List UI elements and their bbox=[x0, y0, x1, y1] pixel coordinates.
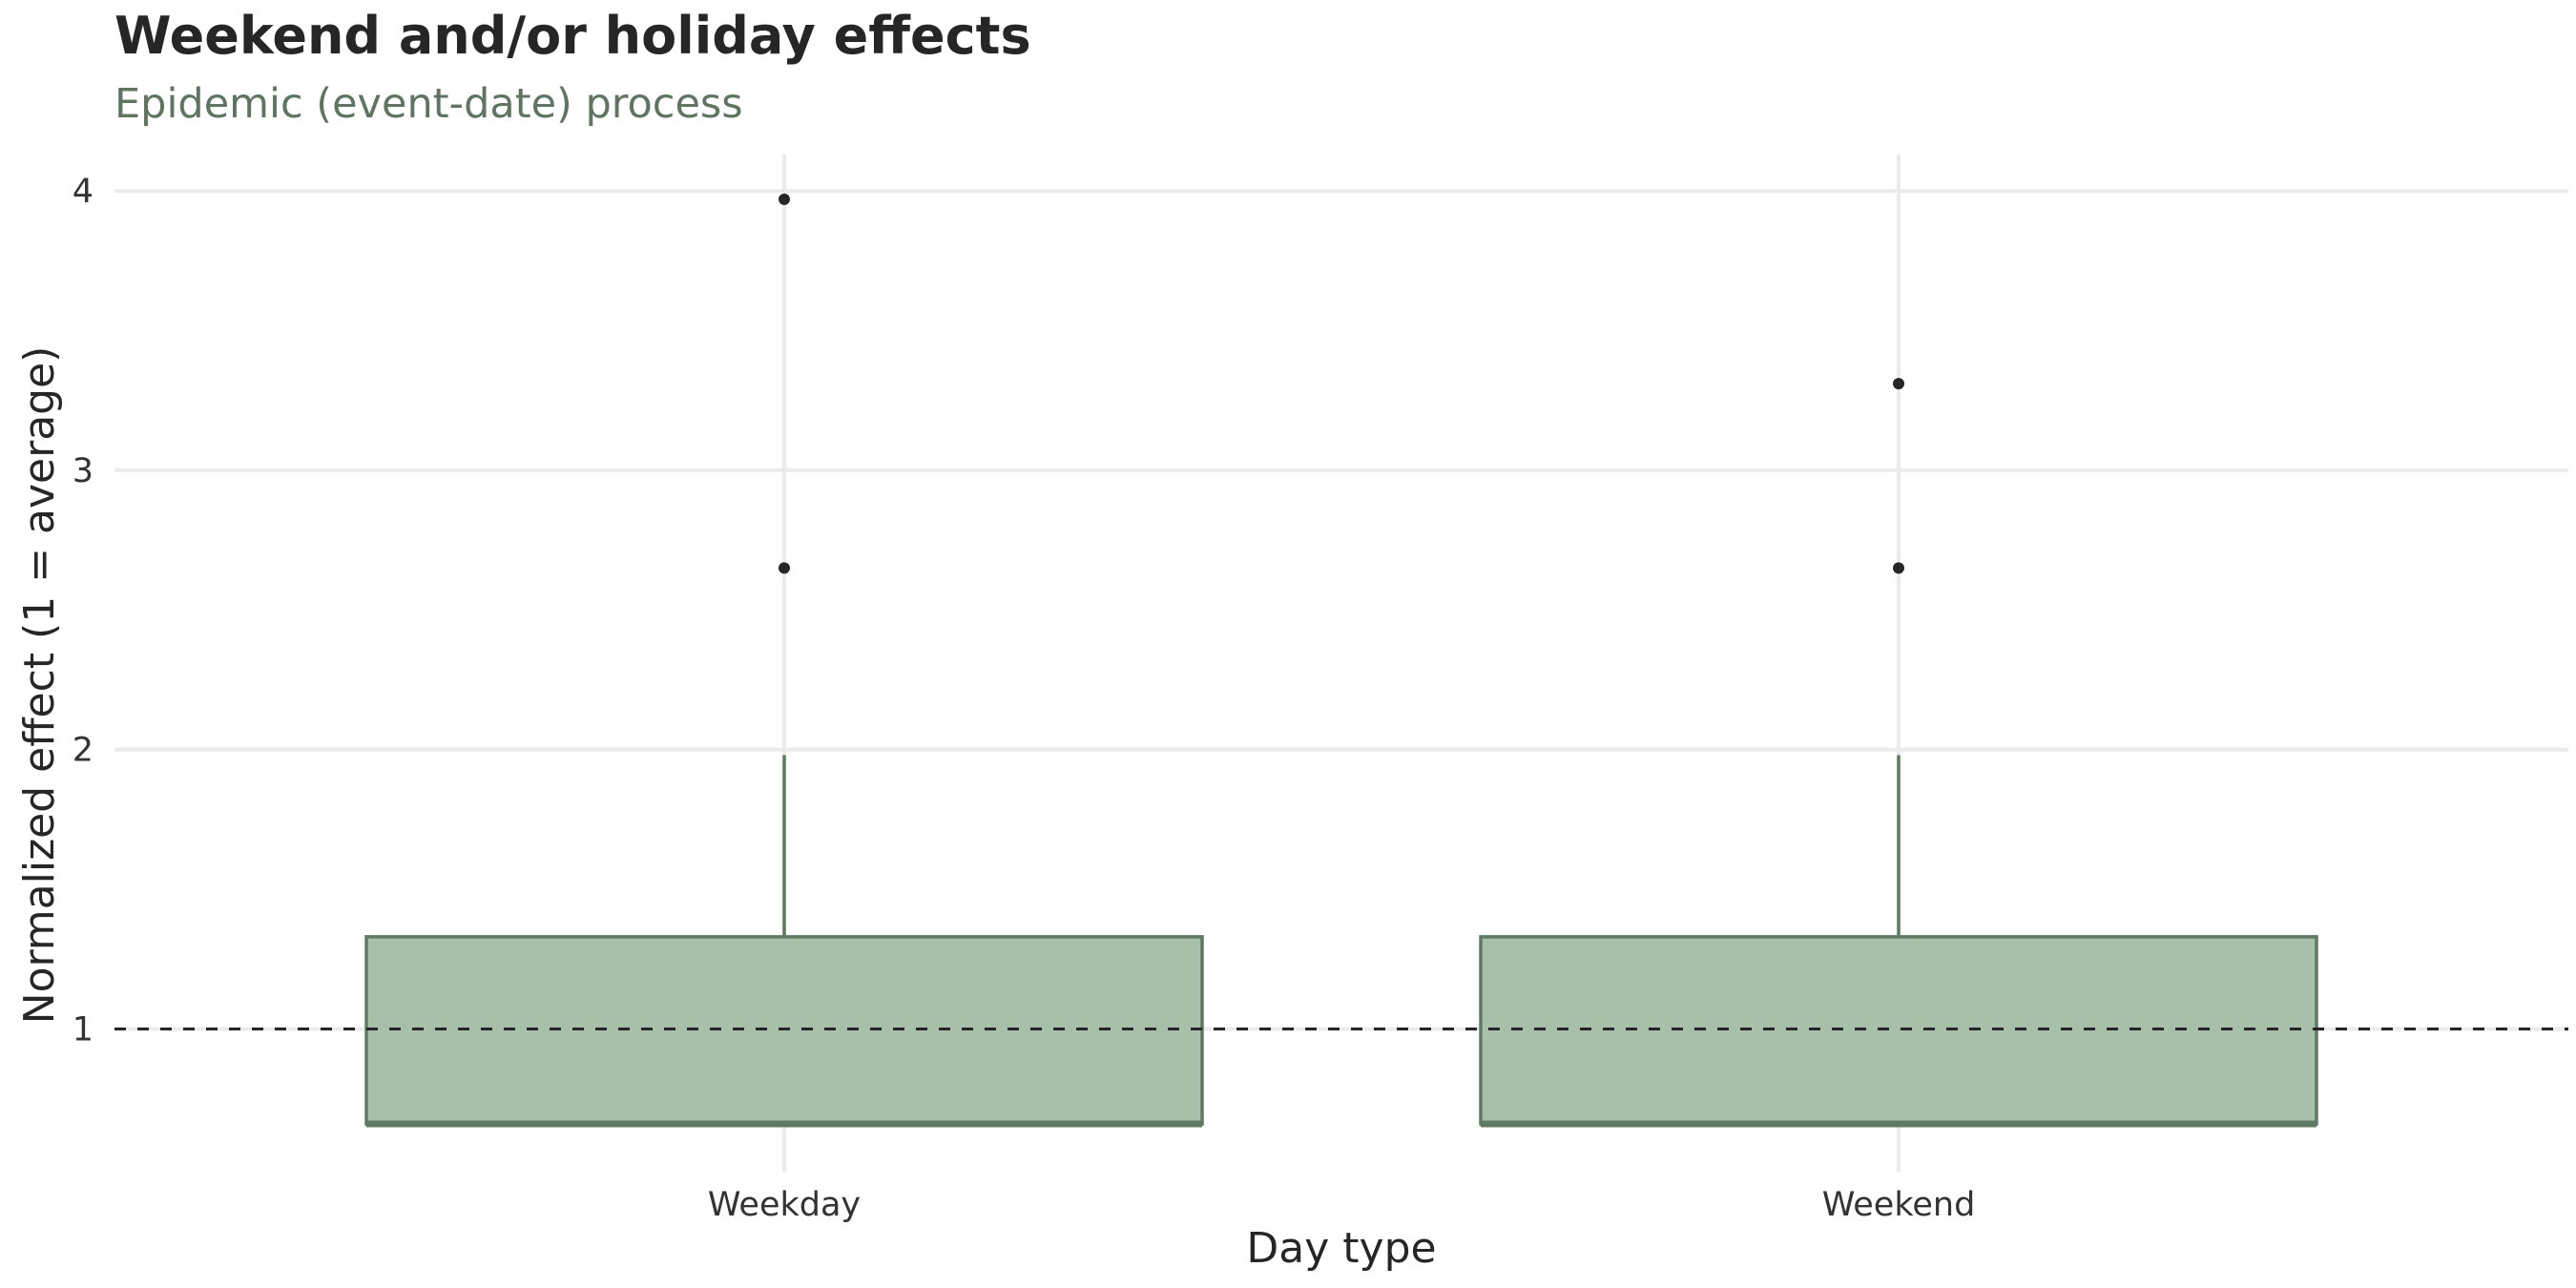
y-tick-label: 4 bbox=[73, 173, 93, 211]
outlier-point bbox=[1893, 562, 1904, 574]
y-tick-label: 2 bbox=[73, 732, 93, 770]
x-axis-title: Day type bbox=[1246, 1224, 1436, 1273]
outlier-point bbox=[1893, 378, 1904, 390]
chart-title: Weekend and/or holiday effects bbox=[114, 6, 1031, 66]
y-tick-label: 1 bbox=[73, 1011, 93, 1049]
outlier-point bbox=[779, 562, 790, 574]
y-tick-label: 3 bbox=[73, 452, 93, 490]
x-tick-label: Weekday bbox=[708, 1186, 861, 1224]
outlier-point bbox=[779, 193, 790, 205]
x-tick-label: Weekend bbox=[1822, 1186, 1976, 1224]
chart-subtitle: Epidemic (event-date) process bbox=[114, 80, 743, 128]
y-axis-title: Normalized effect (1 = average) bbox=[15, 346, 64, 1025]
tick-labels: 1 2 3 4 Weekday Weekend bbox=[73, 173, 1976, 1224]
boxes bbox=[364, 193, 2318, 1128]
